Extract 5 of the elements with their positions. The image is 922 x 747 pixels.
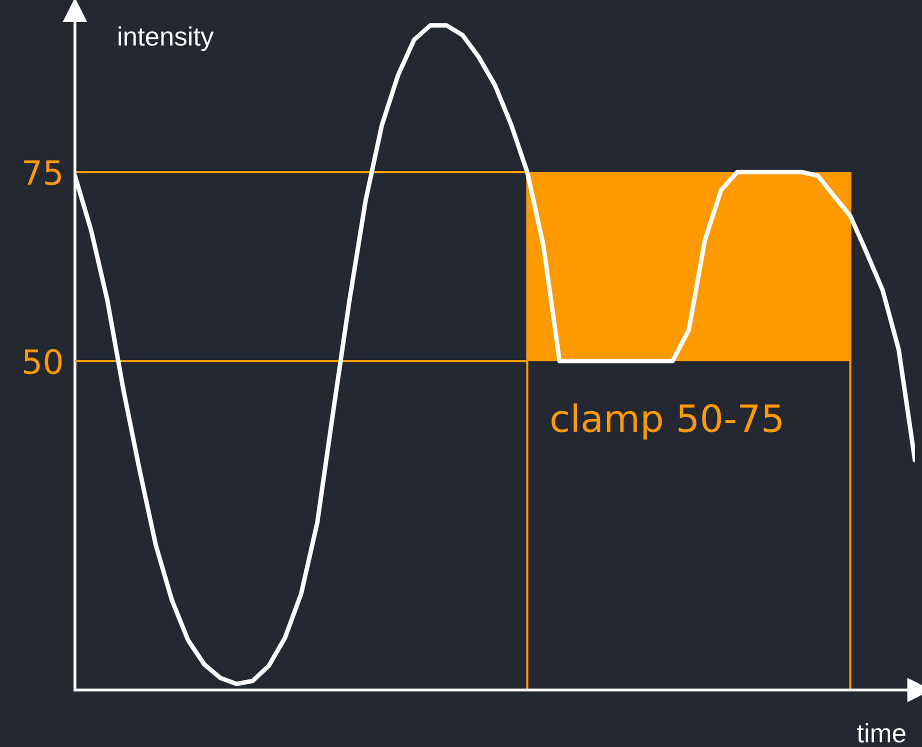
y-tick-label: 75 [24,160,61,186]
y-tick-label: 50 [24,349,62,374]
annotation: clamp 50-75 [552,403,782,440]
x-axis-title: time [857,723,906,743]
y-axis-title: intensity [118,26,214,52]
